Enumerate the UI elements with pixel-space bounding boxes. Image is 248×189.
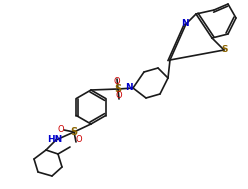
Text: O: O (114, 77, 120, 87)
Text: S: S (70, 127, 78, 137)
Text: O: O (116, 91, 122, 101)
Text: HN: HN (47, 136, 63, 145)
Text: N: N (125, 84, 133, 92)
Text: O: O (58, 125, 64, 135)
Text: S: S (222, 46, 228, 54)
Text: O: O (76, 136, 82, 145)
Text: N: N (181, 19, 189, 29)
Text: S: S (114, 84, 122, 94)
